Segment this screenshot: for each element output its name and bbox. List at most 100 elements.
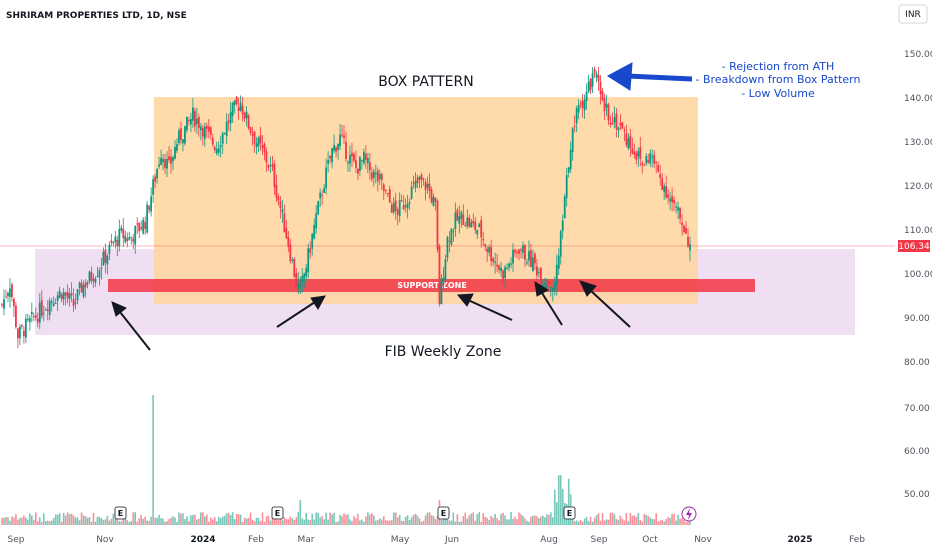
candle-body [466, 217, 469, 226]
volume-bar [31, 515, 33, 525]
candle-body [299, 284, 302, 287]
candle-body [263, 144, 266, 153]
volume-bar [617, 520, 620, 525]
currency-badge[interactable] [898, 4, 928, 24]
arrow-icon [579, 280, 631, 328]
volume-bar [104, 519, 107, 525]
candle-body [154, 176, 157, 182]
volume-bar [309, 520, 312, 525]
candle-body [315, 213, 318, 229]
volume-bar [665, 519, 667, 525]
volume-bar [120, 521, 123, 525]
candle-body [249, 127, 252, 133]
volume-bar [687, 519, 689, 525]
time-tick-label: May [391, 535, 410, 545]
volume-bar [140, 515, 142, 525]
volume-bar [615, 519, 618, 525]
volume-bar [188, 521, 190, 525]
volume-bar [52, 517, 55, 525]
candle-body [355, 160, 357, 168]
volume-bar [454, 521, 457, 525]
candle-body [78, 282, 81, 288]
volume-bar [396, 517, 399, 525]
candle-body [94, 278, 97, 283]
earnings-marker[interactable]: E [271, 506, 284, 520]
time-tick-label: Mar [298, 535, 315, 545]
candle-body [92, 278, 95, 282]
candle-body [321, 195, 324, 197]
volume-bar [520, 514, 522, 525]
volume-bar [561, 488, 564, 525]
volume-bar [452, 512, 455, 525]
candle-body [351, 152, 353, 157]
price-tick-label: 80.00 [904, 358, 930, 368]
candle-body [66, 291, 69, 299]
candle-body [174, 147, 176, 159]
candle-body [378, 173, 381, 180]
candle-body [524, 245, 526, 260]
volume-axis: 70.00 60.00 50.00 [904, 404, 930, 500]
lightning-icon[interactable] [681, 506, 697, 522]
candle-body [48, 300, 51, 315]
candle-body [122, 228, 125, 239]
volume-bar [132, 512, 135, 525]
candle-body [172, 157, 174, 162]
volume-bar [265, 516, 268, 525]
time-tick-label: Sep [591, 535, 608, 545]
volume-bar [196, 519, 198, 525]
volume-bar [255, 517, 258, 525]
volume-bar [349, 519, 351, 525]
volume-bar [25, 517, 27, 525]
volume-bar [472, 512, 475, 525]
volume-bar [44, 521, 47, 525]
volume-bar [345, 514, 347, 525]
volume-bar [114, 518, 117, 525]
candle-body [362, 151, 365, 164]
candle-body [430, 189, 433, 203]
volume-bar [102, 519, 105, 525]
volume-bar [273, 516, 276, 525]
earnings-marker[interactable]: E [437, 506, 450, 520]
volume-bar [359, 520, 361, 525]
earnings-marker[interactable]: E [563, 506, 576, 520]
candle-body [689, 244, 691, 251]
candle-body [428, 183, 431, 191]
candle-body [394, 200, 397, 211]
candle-body [406, 203, 409, 209]
volume-bar [329, 512, 331, 525]
candle-body [62, 292, 65, 300]
candle-body [345, 141, 347, 160]
earnings-marker[interactable]: E [114, 506, 127, 520]
time-axis[interactable]: Sep Nov 2024 Feb Mar May Jun Aug Sep Oct Nov 2025 Fe… [8, 535, 866, 545]
volume-bar [587, 521, 590, 525]
candle-body [679, 207, 681, 219]
candle-body [448, 240, 451, 242]
volume-bar [623, 520, 626, 525]
note-line: - Rejection from ATH [722, 60, 835, 73]
volume-bar [418, 518, 421, 525]
price-axis[interactable]: 150.00 140.00 130.00 120.00 110.00 100.00 90.0… [904, 50, 932, 368]
candle-body [607, 104, 610, 121]
volume-bar [669, 518, 671, 525]
candle-body [659, 174, 662, 179]
volume-bar [619, 515, 622, 525]
candle-body [482, 239, 485, 241]
volume-bar [239, 514, 242, 525]
volume-bar [263, 521, 266, 525]
candle-body [317, 201, 320, 215]
volume-bar [422, 520, 425, 525]
volume-bar [398, 515, 401, 525]
volume-bar [337, 521, 339, 525]
volume-bar [174, 517, 176, 525]
candle-body [285, 228, 288, 239]
arrow-icon [607, 62, 693, 91]
candle-body [396, 209, 399, 215]
volume-bar [679, 518, 681, 525]
volume-bar [19, 517, 21, 525]
volume-bar [542, 515, 544, 525]
volume-bar [271, 516, 274, 525]
volume-bar [538, 518, 540, 525]
volume-bar [5, 517, 7, 525]
volume-bar [35, 512, 37, 525]
